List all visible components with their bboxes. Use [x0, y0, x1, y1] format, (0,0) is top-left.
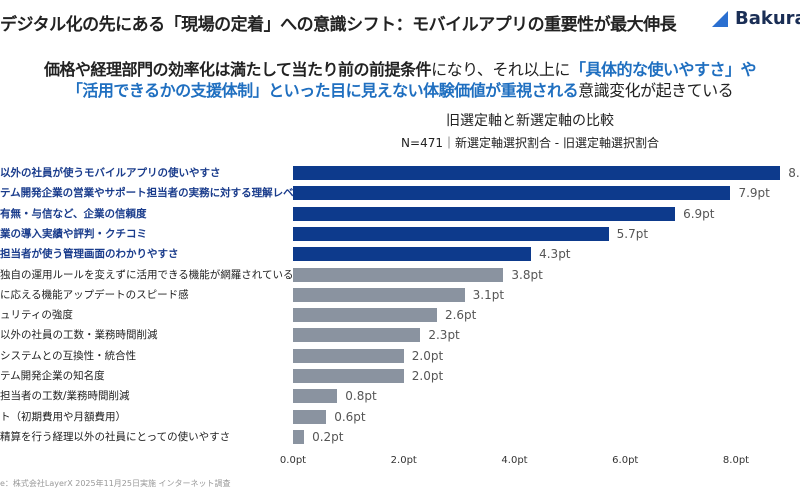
bar — [293, 328, 421, 343]
category-label: 独自の運用ルールを変えずに活用できる機能が網羅されているか — [0, 268, 304, 281]
bar — [293, 308, 437, 323]
data-label: 2.3pt — [428, 328, 460, 343]
category-label: ュリティの強度 — [0, 309, 73, 322]
chart-title: 旧選定軸と新選定軸の比較 — [446, 113, 614, 129]
subtitle-segment: 意識変化が起きている — [578, 81, 734, 100]
data-label: 0.2pt — [312, 429, 344, 444]
bar — [293, 186, 731, 201]
category-label: ト（初期費用や月額費用） — [0, 410, 126, 423]
logo: Bakura — [712, 8, 800, 29]
logo-icon — [712, 10, 728, 27]
subtitle-segment: 「具体的な使いやすさ」や — [569, 60, 757, 79]
page-title: デジタル化の先にある「現場の定着」への意識シフト：モバイルアプリの重要性が最大伸… — [0, 15, 677, 35]
bar — [293, 409, 327, 424]
data-label: 8. — [788, 166, 800, 180]
bar — [293, 348, 404, 363]
data-label: 5.7pt — [616, 226, 649, 241]
subtitle-segment: 「活用できるかの支援体制」といった目に見えない体験価値が重視される — [66, 81, 579, 100]
data-label: 3.1pt — [472, 287, 505, 302]
source-note: e：株式会社LayerX 2025年11月25日実施 インターネット調査 — [0, 479, 231, 488]
bar — [293, 247, 532, 262]
subtitle-segment: になり、それ以上に — [431, 60, 570, 79]
chart-subtitle: N=471｜新選定軸選択割合 - 旧選定軸選択割合 — [401, 136, 659, 150]
bar — [293, 226, 609, 241]
category-label: 以外の社員が使うモバイルアプリの使いやすさ — [0, 167, 221, 179]
bar — [293, 429, 305, 444]
bar — [293, 206, 676, 221]
category-label: 有無・与信など、企業の信頼度 — [0, 207, 147, 220]
category-label: に応える機能アップデートのスピード感 — [0, 288, 189, 301]
bar — [293, 389, 338, 404]
x-tick-label: 4.0pt — [501, 455, 528, 466]
data-label: 7.9pt — [738, 186, 770, 201]
category-label: テム開発企業の営業やサポート担当者の実務に対する理解レベル — [0, 187, 305, 200]
category-label: システムとの互換性・統合性 — [0, 349, 137, 362]
data-label: 3.8pt — [511, 267, 543, 282]
bar — [293, 267, 504, 282]
bar — [293, 287, 465, 302]
subtitle-segment: 価格や経理部門の効率化は満たして当たり前の前提条件 — [44, 60, 432, 79]
category-label: 業の導入実績や評判・クチコミ — [0, 227, 147, 240]
subtitle-line-1: 価格や経理部門の効率化は満たして当たり前の前提条件になり、それ以上に「具体的な使… — [0, 56, 800, 80]
data-label: 0.8pt — [345, 389, 377, 404]
x-tick-label: 0.0pt — [279, 455, 307, 466]
data-label: 2.6pt — [444, 308, 477, 323]
category-label: 以外の社員の工数・業務時間削減 — [0, 329, 158, 342]
data-label: 2.0pt — [411, 348, 444, 363]
data-label: 6.9pt — [683, 206, 715, 221]
data-label: 0.6pt — [334, 409, 366, 424]
data-label: 2.0pt — [411, 369, 444, 383]
category-label: 担当者の工数/業務時間削減 — [0, 390, 130, 403]
logo-text: Bakura — [735, 8, 800, 29]
bar — [293, 166, 781, 180]
category-label: 担当者が使う管理画面のわかりやすさ — [0, 248, 179, 261]
subtitle-line-2: 「活用できるかの支援体制」といった目に見えない体験価値が重視される意識変化が起き… — [0, 77, 800, 101]
category-label: テム開発企業の知名度 — [0, 370, 105, 382]
x-tick-label: 6.0pt — [612, 455, 639, 466]
x-tick-label: 2.0pt — [390, 455, 417, 466]
x-tick-label: 8.0pt — [722, 455, 750, 466]
data-label: 4.3pt — [539, 247, 571, 262]
category-label: 精算を行う経理以外の社員にとっての使いやすさ — [0, 430, 231, 443]
bar — [293, 369, 404, 383]
